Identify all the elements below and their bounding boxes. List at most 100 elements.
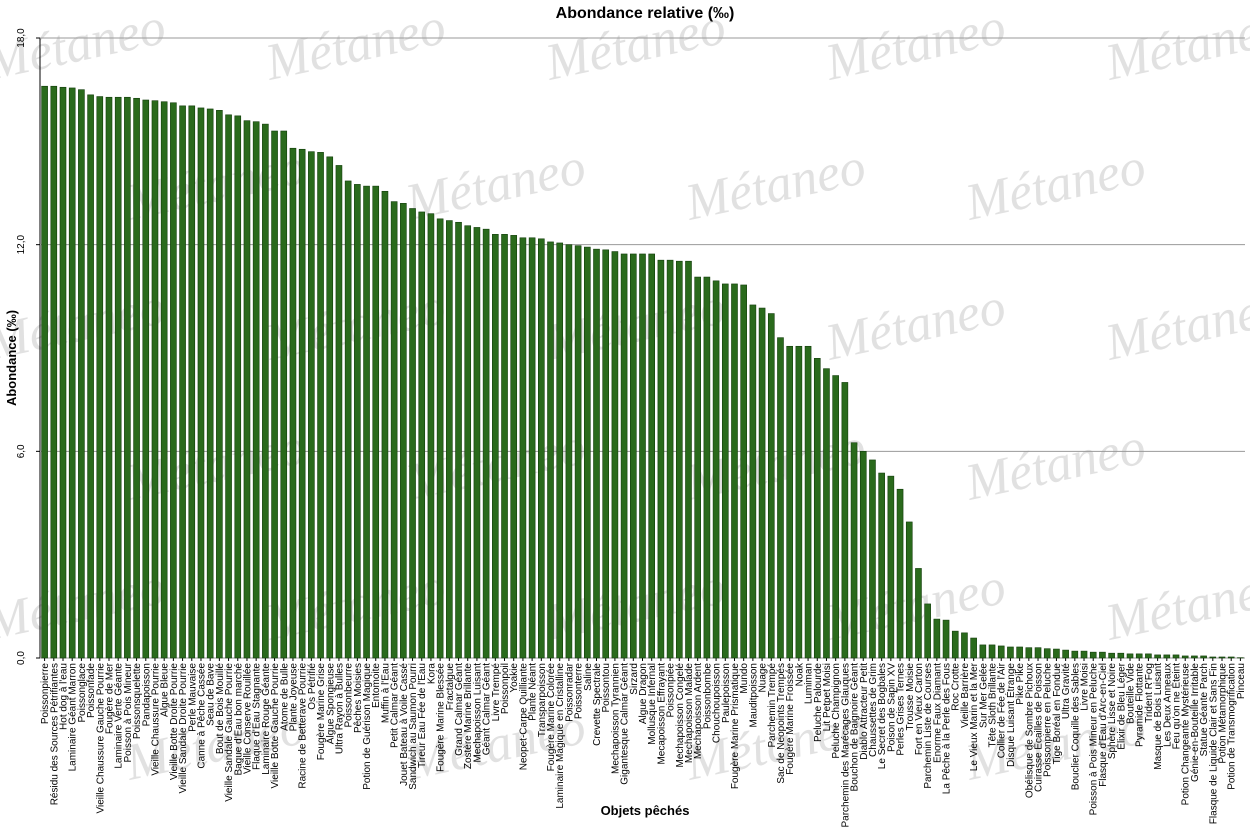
bar <box>87 94 94 659</box>
bar <box>749 304 757 659</box>
x-tick-label: Tige Boréal en Fondue <box>1052 663 1063 765</box>
chart-title: Abondance relative (‰) <box>556 5 735 22</box>
x-tick-label: Génie-en-Bouteille Irritable <box>1190 663 1201 782</box>
x-tick-label: Fougère Marine Froissée <box>785 663 796 775</box>
x-tick-label: La Pêche à la Perle des Fous <box>942 663 953 794</box>
bar <box>823 368 830 659</box>
bar <box>731 283 738 659</box>
x-tick-label: Chaussettes de Grim <box>868 663 879 757</box>
bar <box>795 345 803 659</box>
bar <box>1154 654 1161 659</box>
watermark: Métaneo <box>260 0 451 92</box>
bar <box>1108 652 1115 659</box>
x-tick-label: Mollusque Infernal <box>647 663 658 745</box>
x-tick-label: Parchemin des Marécages Glauques <box>840 663 851 828</box>
x-tick-label: Mechapoisson Malade <box>684 663 695 763</box>
x-tick-label: Peluche Palourde <box>813 663 824 742</box>
bar <box>354 184 361 659</box>
watermark: Métaneo <box>960 418 1151 512</box>
y-axis-title: Abondance (‰) <box>4 310 19 406</box>
bar <box>758 307 766 659</box>
bar <box>317 152 324 659</box>
bar <box>519 237 527 659</box>
x-tick-label: Mechapoisson Luisant <box>472 663 483 763</box>
bar <box>1099 651 1106 659</box>
x-tick-label: Yoakie <box>509 663 520 693</box>
bar <box>565 244 573 659</box>
bar <box>740 284 747 659</box>
watermark: Métaneo <box>680 138 871 232</box>
x-tick-label: Seau de Bave <box>206 663 217 726</box>
x-tick-label: Bouteille Vide <box>1126 663 1137 724</box>
x-tick-label: Perle Mauvaise <box>187 663 198 732</box>
bar <box>1145 653 1152 659</box>
bar <box>427 213 435 659</box>
bar <box>547 241 554 659</box>
x-tick-label: Vieille Barrière <box>960 663 971 728</box>
x-tick-label: Ultra Gravité <box>1061 663 1072 720</box>
bar <box>915 568 922 659</box>
x-tick-label: Pinceau <box>1236 663 1247 699</box>
bar <box>887 475 895 659</box>
x-tick-label: Sphère Lisse et Noire <box>1107 663 1118 760</box>
x-tick-label: Flasque de Liquide Clair et Sans Fin <box>1208 663 1219 824</box>
x-tick-label: Kora <box>426 663 437 685</box>
bar <box>528 237 536 659</box>
bar <box>344 180 352 659</box>
bar <box>1043 648 1051 659</box>
bar <box>657 259 665 659</box>
bar <box>666 259 674 659</box>
bar <box>473 227 481 659</box>
x-tick-label: Pike Pike <box>1015 663 1026 705</box>
bar <box>538 238 545 659</box>
bar <box>1007 646 1014 659</box>
x-tick-label: Poissonsquelette <box>132 663 143 740</box>
bar <box>841 382 849 659</box>
bar <box>271 130 278 659</box>
x-tick-label: Tireur Eau Fée de l'Eau <box>417 663 428 768</box>
x-tick-label: Noak <box>794 662 805 686</box>
bar <box>262 123 269 659</box>
bar <box>786 345 793 659</box>
bar <box>988 644 996 659</box>
bar <box>1227 656 1235 659</box>
x-tick-label: Vieille Chaussure Pourrie <box>150 663 161 776</box>
x-tick-label: Cuirasse Écailles de Poisson <box>1032 663 1045 792</box>
x-tick-label: Flaque d'Eau Stagnante <box>252 663 263 770</box>
x-tick-label: Perles Grises Ternes <box>896 663 907 756</box>
bar <box>482 228 490 659</box>
x-tick-label: Algue Spongieuse <box>325 663 336 745</box>
bar <box>997 645 1005 659</box>
bar <box>381 190 389 659</box>
x-tick-label: Plante Néant <box>528 663 539 721</box>
bar <box>1071 650 1079 659</box>
bar <box>630 253 637 659</box>
x-tick-label: Saline <box>583 663 594 691</box>
x-tick-label: Crevette Spectrale <box>592 663 603 746</box>
x-tick-label: Élixir de Bleu Léger <box>1114 662 1127 749</box>
bar <box>436 218 444 659</box>
x-tick-label: Algue Bleue <box>160 663 171 717</box>
bar <box>896 488 904 659</box>
bar <box>390 201 398 659</box>
bar <box>243 120 251 659</box>
bar <box>78 89 85 659</box>
x-tick-label: Flasque d'Eau d'Arc-en-Ciel <box>1098 663 1109 787</box>
x-tick-label: Poissonpiée <box>666 663 677 718</box>
bar <box>712 280 720 659</box>
x-tick-label: Poissonbombe <box>702 663 713 730</box>
x-tick-label: Mundo <box>739 663 750 694</box>
x-tick-label: Potion de Transmogrification <box>1227 663 1238 790</box>
x-tick-label: Poissonpierre <box>40 663 51 725</box>
x-tick-label: Fougère Marine Grise <box>316 663 327 761</box>
x-tick-label: Livre Trempé <box>491 663 502 722</box>
x-tick-label: Chouchoupoisson <box>712 663 723 743</box>
bar <box>124 96 131 659</box>
bar <box>1200 655 1207 659</box>
x-tick-label: Vieille Sandale Droite Pourrie <box>178 663 189 794</box>
x-tick-label: Grand Calmar Géant <box>454 663 465 756</box>
x-tick-label: Laminaire Verte Géante <box>114 663 125 769</box>
bar <box>41 85 48 659</box>
x-tick-label: Sac de Neopoints Trempés <box>776 663 787 784</box>
x-tick-label: Vieille Botte Droite Pourrie <box>169 663 180 781</box>
